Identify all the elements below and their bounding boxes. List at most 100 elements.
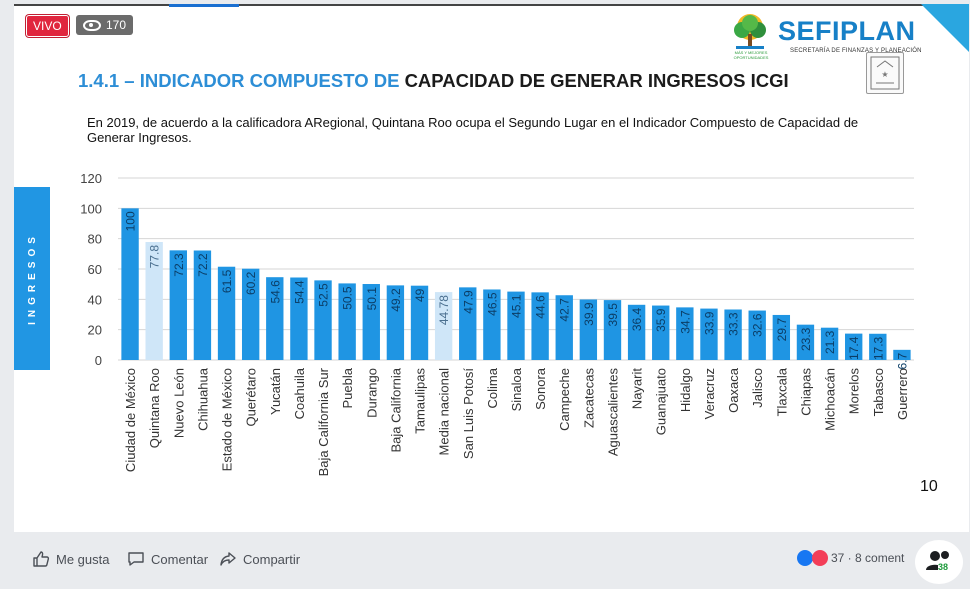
share-button[interactable]: Compartir (219, 550, 300, 568)
category-label: Querétaro (244, 368, 259, 427)
category-label: Morelos (847, 368, 862, 415)
reactions-summary[interactable]: 37 · 8 coment (797, 550, 904, 566)
bar-quer-taro (241, 268, 260, 360)
data-label: 44.6 (534, 295, 548, 319)
like-label: Me gusta (56, 551, 110, 567)
bar-san-luis-potos- (459, 287, 477, 360)
side-tab (14, 187, 50, 370)
bar-yucat-n (266, 277, 284, 360)
category-label: Sonora (533, 367, 548, 410)
bar-zacatecas (579, 299, 598, 360)
data-label: 54.6 (268, 280, 282, 304)
corner-decoration (921, 4, 969, 52)
bar-oaxaca (724, 309, 742, 360)
data-label: 72.3 (172, 253, 186, 277)
category-label: Zacatecas (581, 368, 596, 428)
data-label: 23.3 (799, 327, 813, 351)
data-label: 49 (413, 288, 427, 302)
share-label: Compartir (243, 551, 301, 567)
category-label: Guerrero (895, 368, 910, 420)
like-reaction-icon (797, 550, 813, 566)
bar-baja-california-sur (314, 280, 332, 360)
sefiplan-logo: SEFIPLAN SECRETARÍA DE FINANZAS Y PLANEA… (726, 12, 922, 62)
y-tick-label: 0 (95, 353, 102, 368)
category-label: Aguascalientes (605, 368, 620, 457)
category-label: Hidalgo (678, 368, 693, 412)
category-label: Yucatán (268, 368, 283, 415)
bar-campeche (555, 295, 573, 360)
y-tick-label: 40 (88, 292, 102, 307)
y-tick-label: 20 (88, 323, 102, 338)
page-number: 10 (920, 478, 938, 495)
comment-button[interactable]: Comentar (127, 550, 208, 568)
viewer-count-badge: 170 (76, 15, 134, 35)
bar-nuevo-le-n (169, 250, 187, 360)
presentation-slide: SEFIPLAN SECRETARÍA DE FINANZAS Y PLANEA… (14, 4, 969, 532)
category-label: Campeche (557, 368, 572, 431)
category-label: Nuevo León (171, 368, 186, 438)
category-label: San Luis Potosí (461, 368, 476, 459)
bar-quintana-roo (145, 242, 163, 360)
bar-nayarit (627, 304, 646, 360)
like-button[interactable]: Me gusta (32, 550, 109, 568)
bar-hidalgo (676, 307, 694, 360)
bar-aguascalientes (603, 300, 622, 360)
bar-jalisco (748, 310, 766, 360)
bar-ciudad-de-m-xico (121, 208, 139, 360)
bar-chihuahua (193, 250, 212, 360)
bar-guanajuato (652, 305, 670, 360)
category-label: Estado de México (220, 368, 235, 471)
data-label: 29.7 (775, 318, 789, 342)
people-count: 38 (938, 562, 949, 572)
category-label: Ciudad de México (123, 368, 138, 472)
logo-tagline: MÁS Y MEJORES OPORTUNIDADES (733, 50, 769, 60)
thumbs-up-icon (33, 551, 50, 567)
bar-morelos (845, 333, 863, 360)
logo-name: SEFIPLAN (778, 16, 916, 46)
data-label: 47.9 (461, 290, 475, 314)
love-reaction-icon (812, 550, 828, 566)
svg-text:★: ★ (881, 70, 888, 79)
bar-tamaulipas (410, 285, 429, 360)
bar-durango (362, 284, 380, 360)
bar-tabasco (869, 333, 887, 360)
bar-michoac-n (820, 327, 839, 360)
title-main: CAPACIDAD DE GENERAR INGRESOS ICGI (404, 70, 789, 91)
data-label: 77.8 (148, 245, 162, 269)
data-label: 33.3 (727, 312, 741, 336)
data-label: 6.7 (895, 353, 909, 370)
data-label: 46.5 (485, 292, 499, 316)
category-label: Baja California (388, 367, 403, 452)
y-tick-label: 80 (88, 232, 102, 247)
bar-chiapas (796, 324, 815, 360)
comment-label: Comentar (151, 551, 209, 567)
data-label: 17.3 (871, 336, 885, 360)
eye-icon (83, 19, 101, 31)
bar-sonora (531, 292, 549, 360)
facebook-action-bar: Me gusta Comentar Compartir 37 · 8 comen… (0, 540, 970, 584)
side-label: INGRESOS (26, 232, 38, 325)
category-label: Michoacán (823, 368, 838, 431)
side-label-wrap: INGRESOS (14, 187, 50, 370)
data-label: 61.5 (220, 269, 234, 293)
data-label: 32.6 (751, 313, 765, 337)
data-label: 33.9 (702, 311, 716, 335)
bar-guerrero (893, 349, 911, 360)
data-label: 45.1 (510, 294, 524, 318)
bar-veracruz (700, 308, 718, 360)
data-label: 44.78 (437, 295, 451, 325)
data-label: 21.3 (823, 330, 837, 354)
category-label: Baja California Sur (316, 367, 331, 476)
data-label: 52.5 (317, 283, 331, 307)
bar-colima (483, 289, 501, 360)
category-label: Media nacional (437, 368, 452, 456)
bar-coahuila (290, 277, 308, 360)
bar-media-nacional (434, 292, 453, 360)
intro-paragraph: En 2019, de acuerdo a la calificadora AR… (87, 115, 859, 145)
bar-sinaloa (507, 291, 525, 360)
category-label: Tlaxcala (774, 367, 789, 416)
category-label: Chihuahua (195, 367, 210, 431)
logo-subtitle: SECRETARÍA DE FINANZAS Y PLANEACIÓN (790, 48, 922, 54)
category-label: Jalisco (750, 368, 765, 408)
y-tick-label: 60 (88, 262, 102, 277)
